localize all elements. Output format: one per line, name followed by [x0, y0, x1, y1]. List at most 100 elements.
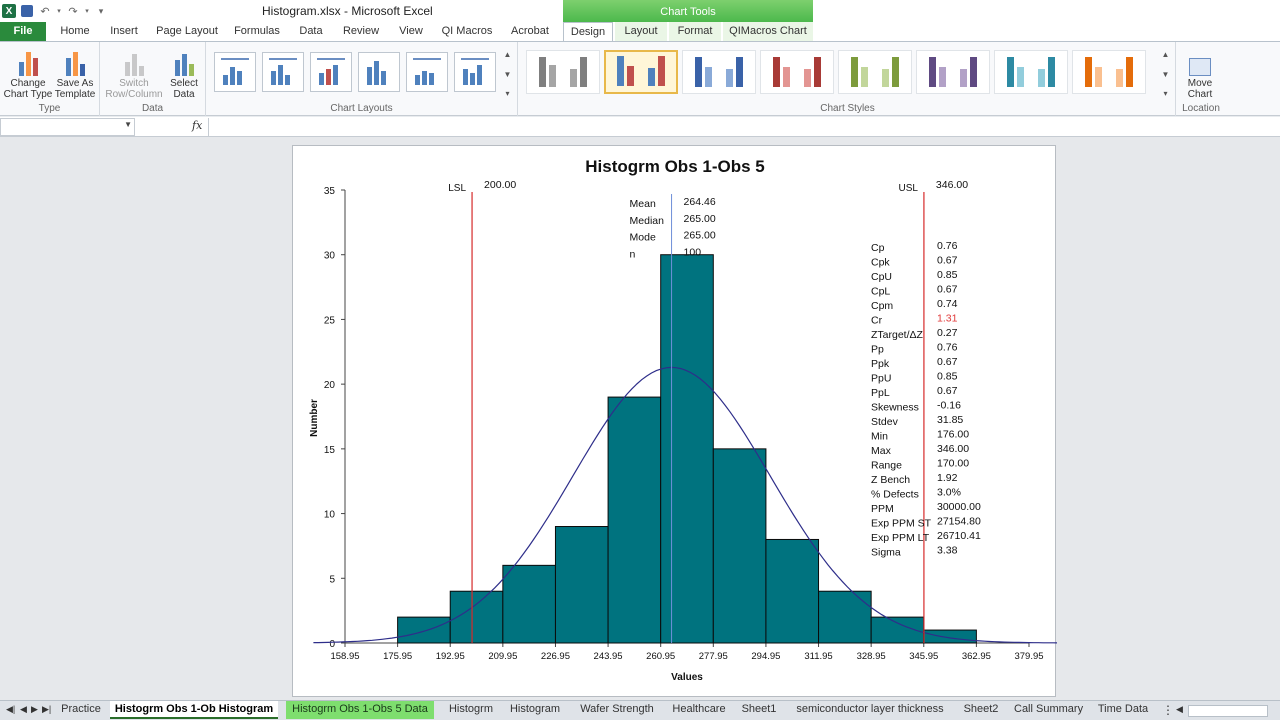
tab-page-layout[interactable]: Page Layout — [156, 25, 218, 37]
chart-layout-1[interactable] — [214, 52, 256, 92]
tab-qimacros-chart[interactable]: QIMacros Chart — [723, 22, 813, 41]
sheet-tab-histogrm[interactable]: Histogrm — [448, 703, 493, 715]
redo-icon[interactable]: ↷ — [68, 5, 78, 18]
name-box-dropdown-icon[interactable]: ▼ — [124, 120, 132, 129]
histogram-bar[interactable] — [923, 629, 977, 644]
tab-home[interactable]: Home — [60, 25, 90, 37]
stat-value: 1.92 — [937, 472, 958, 484]
x-tick-label: 158.95 — [330, 651, 359, 662]
tab-file[interactable]: File — [0, 22, 46, 41]
tab-acrobat[interactable]: Acrobat — [511, 25, 549, 37]
chart-tools-label: Chart Tools — [563, 0, 813, 22]
save-as-template-icon — [60, 46, 90, 76]
sheet-tab-sheet1[interactable]: Sheet1 — [741, 703, 777, 715]
styles-scroll-down-icon[interactable]: ▼ — [1161, 69, 1170, 79]
tab-layout[interactable]: Layout — [615, 22, 667, 41]
chart-layout-4[interactable] — [358, 52, 400, 92]
chart-style-7[interactable] — [994, 50, 1068, 94]
hscroll-left-icon[interactable]: ◀ — [1176, 704, 1183, 714]
tab-insert[interactable]: Insert — [110, 25, 138, 37]
next-sheet-icon[interactable]: ▶ — [31, 704, 38, 714]
x-tick-label: 311.95 — [804, 651, 832, 662]
sheet-tab-histogram[interactable]: Histogram — [509, 703, 561, 715]
sheet-tab-practice[interactable]: Practice — [61, 703, 101, 715]
chart-style-1[interactable] — [526, 50, 600, 94]
chart-style-8[interactable] — [1072, 50, 1146, 94]
normal-distribution-curve[interactable] — [313, 366, 1057, 644]
chart-styles-scroll[interactable]: ▲ ▼ ▾ — [1160, 50, 1171, 98]
more-icon[interactable]: ▾ — [505, 89, 510, 98]
histogram-bar[interactable] — [502, 564, 556, 644]
undo-icon[interactable]: ↶ — [40, 5, 50, 18]
chart-layout-5[interactable] — [406, 52, 448, 92]
chart-layout-3[interactable] — [310, 52, 352, 92]
chart-style-4[interactable] — [760, 50, 834, 94]
chart-style-3[interactable] — [682, 50, 756, 94]
histogram-bar[interactable] — [607, 396, 662, 644]
move-chart-icon — [1185, 46, 1215, 76]
tab-formulas[interactable]: Formulas — [234, 25, 280, 37]
stat-label: Sigma — [871, 547, 901, 559]
horizontal-scrollbar[interactable] — [1188, 705, 1268, 717]
move-chart-button[interactable]: Move Chart — [1180, 46, 1220, 100]
styles-scroll-up-icon[interactable]: ▲ — [1161, 50, 1170, 59]
move-chart-label: Move Chart — [1187, 78, 1213, 100]
histogram-bar[interactable] — [397, 616, 451, 644]
tab-format[interactable]: Format — [669, 22, 721, 41]
scroll-down-icon[interactable]: ▼ — [503, 69, 512, 79]
sheet-tab-call-summary[interactable]: Call Summary — [1014, 703, 1084, 715]
sheet-tab-healthcare[interactable]: Healthcare — [672, 703, 726, 715]
chart-style-5[interactable] — [838, 50, 912, 94]
customize-qat-icon[interactable]: ▾ — [98, 5, 104, 16]
first-sheet-icon[interactable]: ◀| — [6, 704, 16, 714]
redo-dropdown-icon[interactable]: ▾ — [85, 8, 89, 15]
stat-value: 170.00 — [937, 458, 969, 470]
sheet-tab-histogrm-obs-data[interactable]: Histogrm Obs 1-Obs 5 Data — [286, 701, 434, 719]
save-icon[interactable] — [20, 4, 34, 18]
insert-function-icon[interactable]: fx — [192, 119, 203, 132]
stat-value: 0.85 — [937, 371, 958, 383]
tab-split-handle-icon[interactable]: ⋮ — [1162, 703, 1174, 717]
stat-value: 30000.00 — [937, 501, 981, 513]
sheet-tab-semiconductor[interactable]: semiconductor layer thickness — [796, 703, 944, 715]
x-tick-label: 328.95 — [857, 651, 886, 662]
sheet-tab-sheet2[interactable]: Sheet2 — [963, 703, 999, 715]
tab-design[interactable]: Design — [563, 22, 613, 41]
excel-logo-icon[interactable]: X — [2, 4, 16, 18]
sheet-tab-time-data[interactable]: Time Data — [1097, 703, 1149, 715]
histogram-bar[interactable] — [449, 590, 504, 644]
stat-label: Exp PPM ST — [871, 518, 932, 530]
change-chart-type-button[interactable]: Change Chart Type — [2, 46, 54, 100]
chart-style-2[interactable] — [604, 50, 678, 94]
save-as-template-button[interactable]: Save As Template — [52, 46, 98, 100]
histogram-bar[interactable] — [554, 526, 609, 644]
chart-layouts-scroll[interactable]: ▲ ▼ ▾ — [502, 50, 513, 98]
select-data-button[interactable]: Select Data — [164, 46, 204, 100]
tab-qi-macros[interactable]: QI Macros — [441, 25, 493, 37]
chart-title[interactable]: Histogrm Obs 1-Obs 5 — [585, 157, 764, 176]
tab-view[interactable]: View — [399, 25, 423, 37]
tab-data[interactable]: Data — [299, 25, 323, 37]
chart-style-6[interactable] — [916, 50, 990, 94]
tab-review[interactable]: Review — [342, 25, 380, 37]
styles-more-icon[interactable]: ▾ — [1163, 89, 1168, 98]
formula-input[interactable] — [208, 118, 1280, 136]
last-sheet-icon[interactable]: ▶| — [42, 704, 52, 714]
scroll-up-icon[interactable]: ▲ — [503, 50, 512, 59]
undo-dropdown-icon[interactable]: ▾ — [57, 8, 61, 15]
histogram-bar[interactable] — [765, 538, 820, 644]
histogram-bar[interactable] — [660, 254, 714, 644]
histogram-bar[interactable] — [712, 448, 767, 644]
sheet-tab-wafer-strength[interactable]: Wafer Strength — [580, 703, 654, 715]
chart-area[interactable]: Histogrm Obs 1-Obs 5 Number Values 0 5 10 1… — [292, 145, 1057, 697]
location-group-label: Location — [1182, 103, 1220, 114]
switch-row-column-button[interactable]: Switch Row/Column — [104, 46, 164, 100]
lsl-value: 200.00 — [484, 179, 516, 191]
chart-layout-2[interactable] — [262, 52, 304, 92]
histogram-bar[interactable] — [818, 590, 872, 644]
sheet-tab-histogrm-obs-histogram[interactable]: Histogrm Obs 1-Ob Histogram — [110, 701, 278, 719]
name-box[interactable]: ▼ — [0, 118, 135, 136]
x-tick-label: 294.95 — [751, 651, 780, 662]
prev-sheet-icon[interactable]: ◀ — [20, 704, 27, 714]
chart-layout-6[interactable] — [454, 52, 496, 92]
